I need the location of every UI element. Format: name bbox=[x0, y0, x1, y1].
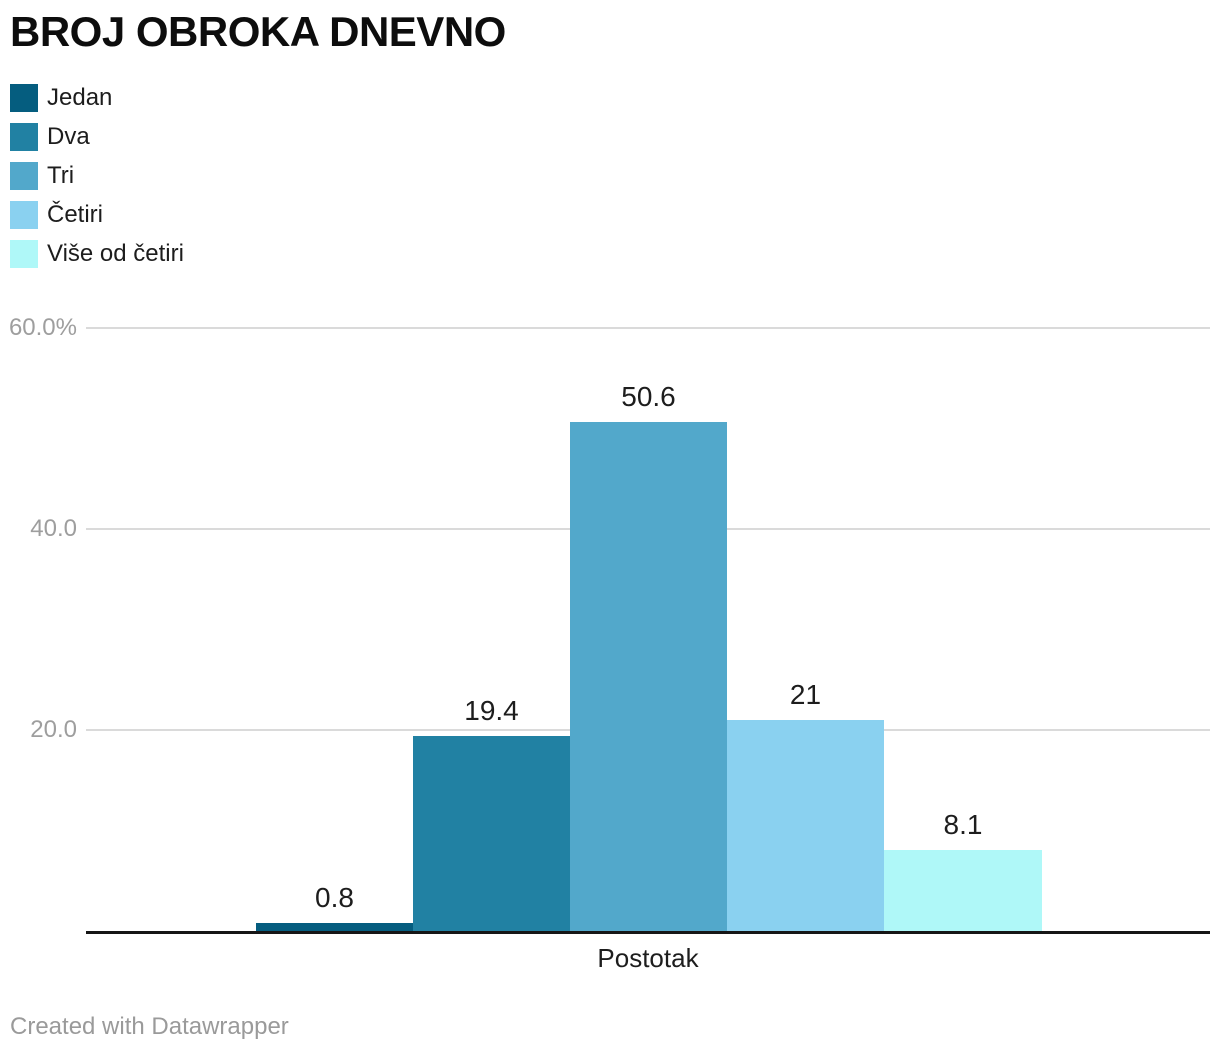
bar-jedan bbox=[256, 923, 413, 931]
legend-swatch bbox=[10, 123, 38, 151]
legend-swatch bbox=[10, 240, 38, 268]
legend-item-label: Tri bbox=[47, 162, 75, 189]
bar-vi-e-od-etiri bbox=[884, 850, 1042, 931]
legend-swatch bbox=[10, 162, 38, 190]
bar-value-label: 50.6 bbox=[621, 381, 676, 412]
y-axis-tick-label: 60.0% bbox=[8, 314, 77, 341]
legend-item: Tri bbox=[10, 162, 184, 190]
bar-tri bbox=[570, 422, 727, 931]
legend-item-label: Dva bbox=[47, 123, 90, 150]
legend-item: Četiri bbox=[10, 201, 184, 229]
gridline bbox=[86, 327, 1210, 329]
bar-value-label: 19.4 bbox=[464, 695, 519, 726]
y-axis-tick-label: 40.0 bbox=[30, 515, 77, 542]
bar-value-label: 21 bbox=[789, 679, 822, 710]
footer-credit: Created with Datawrapper bbox=[10, 1013, 289, 1040]
legend-item-label: Jedan bbox=[47, 84, 113, 111]
y-axis-tick-label: 20.0 bbox=[30, 716, 77, 743]
legend-item: Više od četiri bbox=[10, 240, 184, 268]
legend-item-label: Četiri bbox=[47, 201, 104, 228]
legend-item: Jedan bbox=[10, 84, 184, 112]
legend-item-label: Više od četiri bbox=[47, 240, 184, 267]
page-title: BROJ OBROKA DNEVNO bbox=[10, 8, 506, 55]
bar-value-label: 0.8 bbox=[315, 882, 354, 913]
legend-item: Dva bbox=[10, 123, 184, 151]
x-axis-line bbox=[86, 931, 1210, 934]
bar--etiri bbox=[727, 720, 884, 931]
legend-swatch bbox=[10, 84, 38, 112]
bar-value-label: 8.1 bbox=[943, 809, 983, 840]
legend-swatch bbox=[10, 201, 38, 229]
bar-dva bbox=[413, 736, 570, 931]
x-axis-label: Postotak bbox=[597, 943, 699, 973]
legend: Jedan Dva Tri Četiri Više od četiri bbox=[10, 84, 184, 279]
